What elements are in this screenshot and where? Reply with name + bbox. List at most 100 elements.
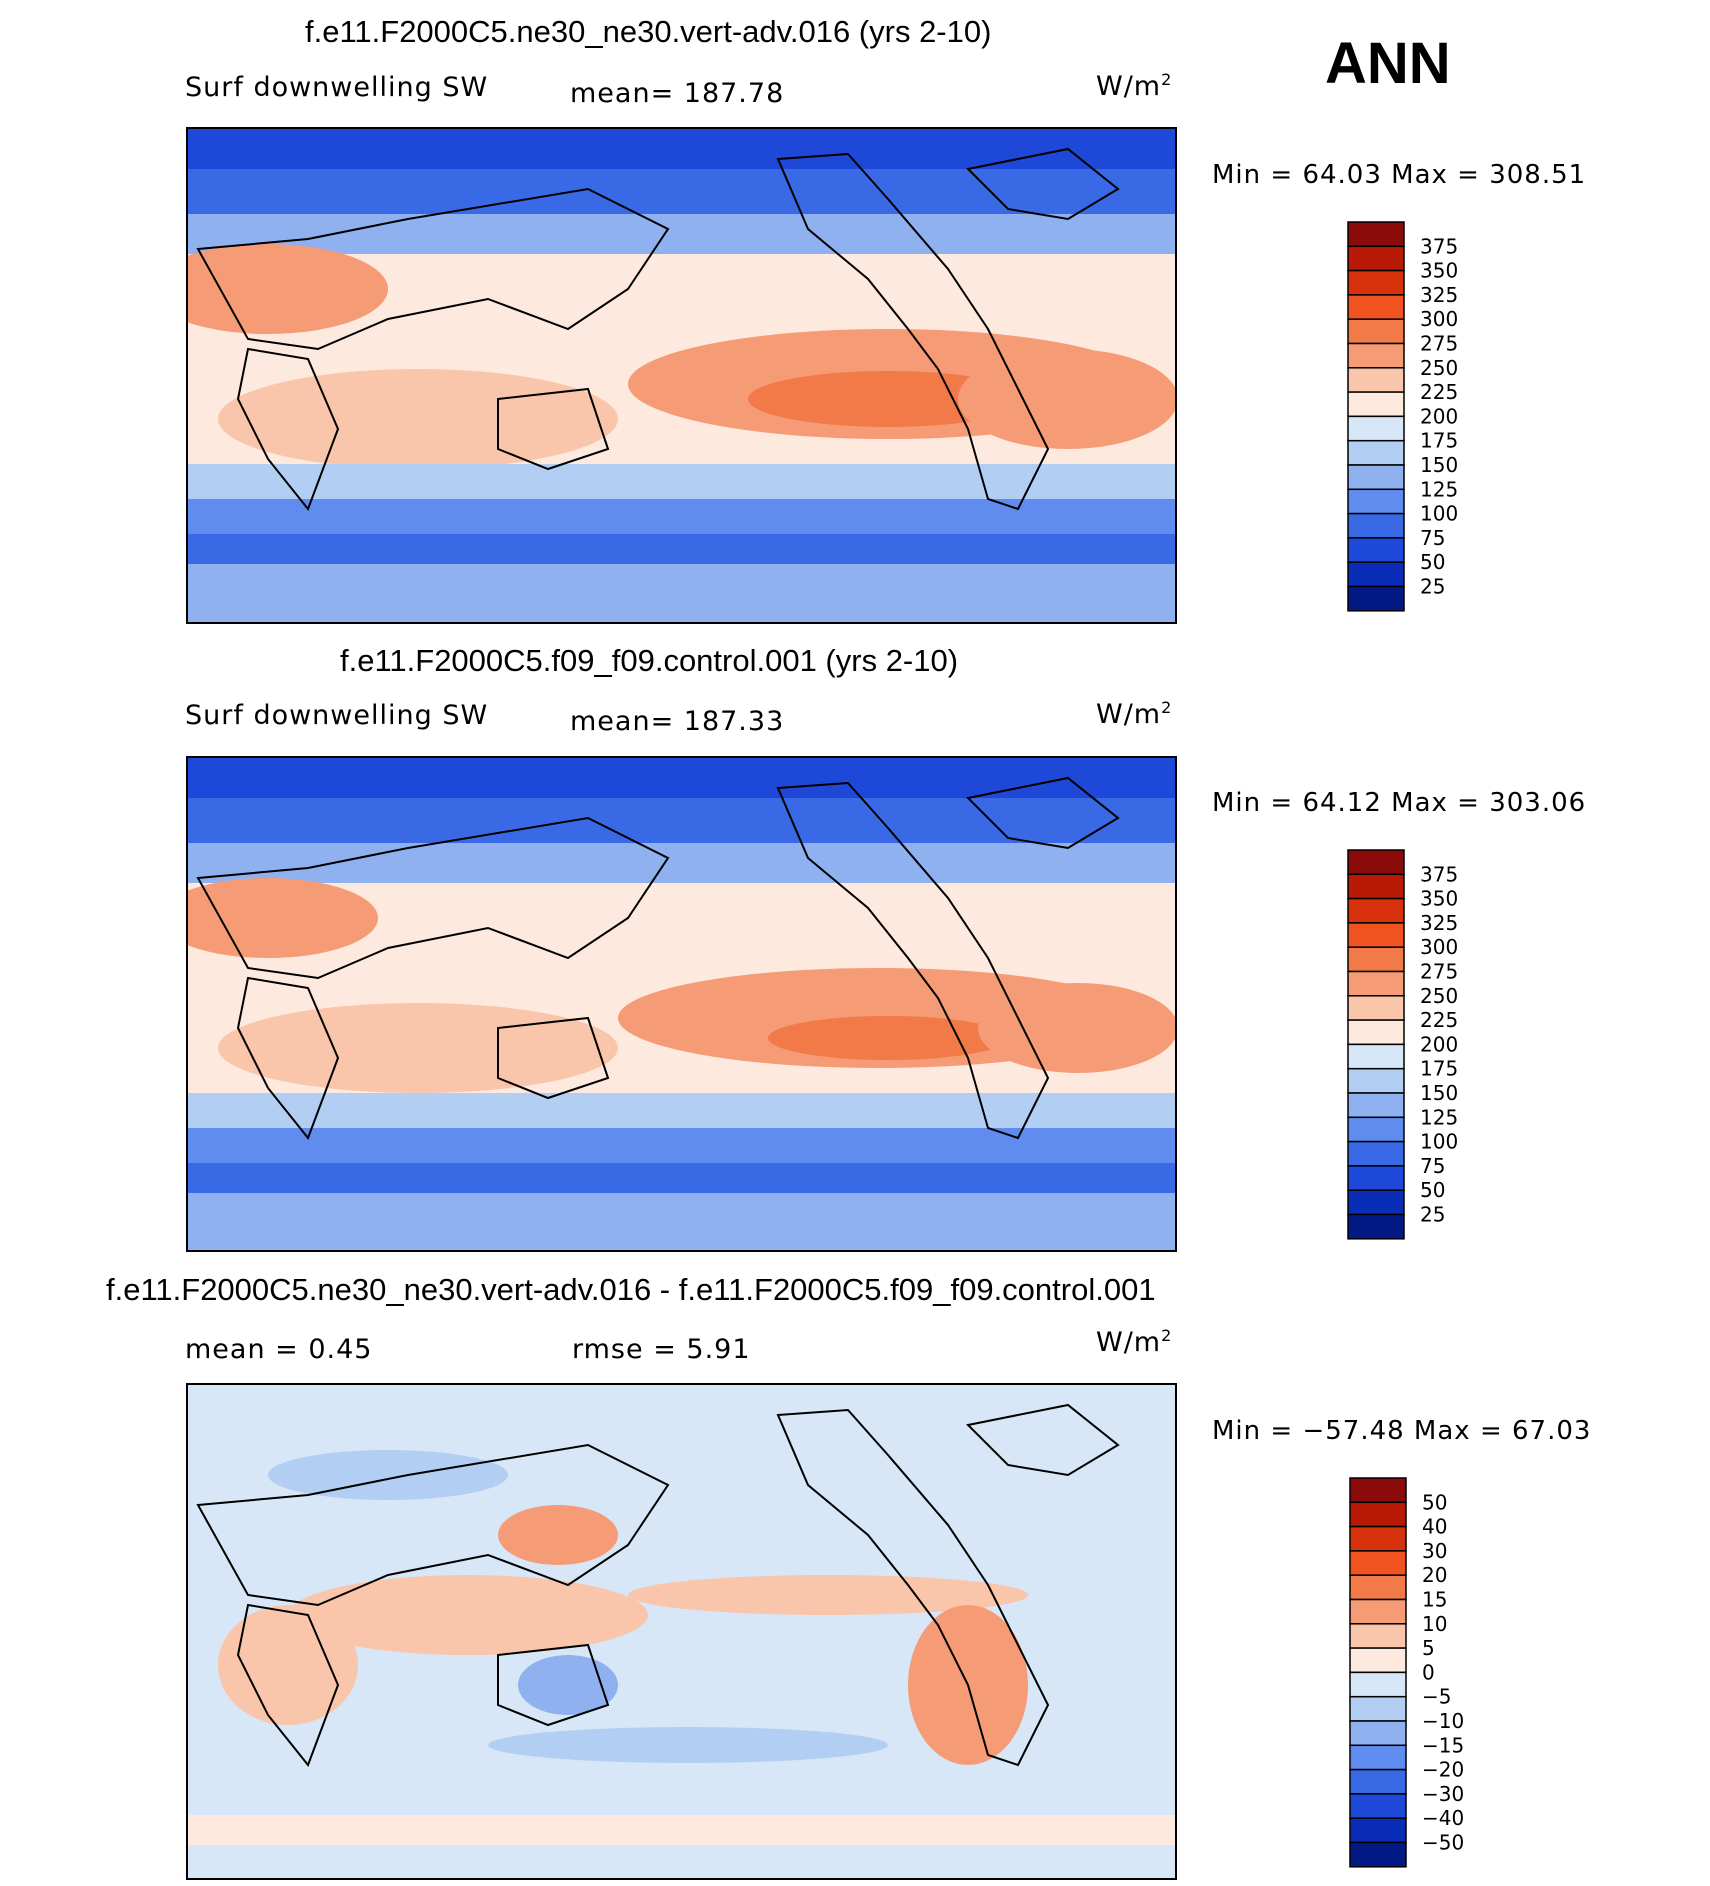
colorbar-box <box>1349 1647 1407 1674</box>
colorbar-tick-label: −50 <box>1422 1831 1464 1855</box>
colorbar-box <box>1347 897 1405 924</box>
colorbar-box <box>1347 512 1405 539</box>
colorbar-box <box>1347 1165 1405 1191</box>
colorbar-tick-label: 175 <box>1420 429 1458 453</box>
colorbar-tick-label: 15 <box>1422 1588 1447 1612</box>
panel-3-unit-label: W/m2 <box>1096 1326 1173 1358</box>
colorbar-box <box>1349 1841 1407 1868</box>
panel-2-colorbar-svg: 3753503253002752502252001751501251007550… <box>1347 849 1458 1240</box>
colorbar-box <box>1347 946 1405 973</box>
colorbar-tick-label: −30 <box>1422 1782 1464 1806</box>
colorbar-box <box>1349 1817 1407 1844</box>
colorbar-box <box>1347 1092 1405 1119</box>
colorbar-tick-label: 325 <box>1420 283 1458 307</box>
colorbar-tick-label: 200 <box>1420 1032 1458 1056</box>
colorbar-box <box>1349 1477 1407 1504</box>
colorbar-box <box>1349 1720 1407 1747</box>
colorbar-box <box>1347 1140 1405 1167</box>
colorbar-tick-label: 375 <box>1420 234 1458 258</box>
colorbar-tick-label: 30 <box>1422 1539 1447 1563</box>
colorbar-box <box>1347 367 1405 393</box>
colorbar-tick-label: 100 <box>1420 1130 1458 1154</box>
colorbar-box <box>1347 849 1405 876</box>
panel-3-map <box>186 1383 1177 1880</box>
colorbar-box <box>1347 995 1405 1021</box>
colorbar-box <box>1347 1189 1405 1216</box>
colorbar-box <box>1347 342 1405 369</box>
colorbar-box <box>1347 873 1405 900</box>
colorbar-tick-label: 325 <box>1420 911 1458 935</box>
colorbar-tick-label: 350 <box>1420 887 1458 911</box>
colorbar-box <box>1347 1213 1405 1240</box>
colorbar-tick-label: 25 <box>1420 1203 1445 1227</box>
panel-2-variable-label: Surf downwelling SW <box>185 700 489 731</box>
colorbar-tick-label: −5 <box>1422 1685 1451 1709</box>
colorbar-box <box>1349 1793 1407 1819</box>
panel-2-colorbar: 375 350 325 300 275 250 225 200 175 150 125 100 75 50… <box>1347 849 1488 1240</box>
panel-2-title: f.e11.F2000C5.f09_f09.control.001 (yrs 2… <box>340 643 959 678</box>
colorbar-tick-label: −10 <box>1422 1709 1464 1733</box>
colorbar-box <box>1347 1019 1405 1046</box>
colorbar-tick-label: 5 <box>1422 1636 1435 1660</box>
colorbar-box <box>1347 221 1405 248</box>
panel-3-rmse-label: rmse = 5.91 <box>572 1334 751 1365</box>
colorbar-tick-label: 75 <box>1420 526 1445 550</box>
colorbar-tick-label: 300 <box>1420 935 1458 959</box>
panel-1-variable-label: Surf downwelling SW <box>185 72 489 103</box>
colorbar-box <box>1347 415 1405 442</box>
colorbar-tick-label: 50 <box>1420 550 1445 574</box>
colorbar-box <box>1347 970 1405 997</box>
colorbar-box <box>1349 1550 1407 1576</box>
colorbar-tick-label: −15 <box>1422 1733 1464 1757</box>
colorbar-box <box>1347 537 1405 563</box>
colorbar-tick-label: 150 <box>1420 453 1458 477</box>
colorbar-box <box>1349 1525 1407 1552</box>
colorbar-tick-label: 250 <box>1420 356 1458 380</box>
colorbar-tick-label: 300 <box>1420 307 1458 331</box>
panel-1-colorbar: 375 350 325 300 275 250 225 200 175 150 125 100 75 50… <box>1347 221 1488 612</box>
colorbar-tick-label: 40 <box>1422 1515 1447 1539</box>
panel-3-title: f.e11.F2000C5.ne30_ne30.vert-adv.016 - f… <box>106 1272 1156 1307</box>
panel-2-unit-label: W/m2 <box>1096 698 1173 730</box>
colorbar-tick-label: 200 <box>1420 404 1458 428</box>
colorbar-tick-label: 150 <box>1420 1081 1458 1105</box>
colorbar-box <box>1349 1623 1407 1649</box>
colorbar-tick-label: 50 <box>1420 1178 1445 1202</box>
panel-3-min-max: Min = −57.48 Max = 67.03 <box>1212 1416 1592 1446</box>
colorbar-box <box>1347 1116 1405 1143</box>
colorbar-box <box>1347 269 1405 296</box>
colorbar-box <box>1349 1695 1407 1722</box>
colorbar-tick-label: 350 <box>1420 259 1458 283</box>
colorbar-box <box>1347 1043 1405 1070</box>
colorbar-box <box>1349 1671 1407 1698</box>
colorbar-box <box>1347 294 1405 320</box>
colorbar-box <box>1347 585 1405 612</box>
colorbar-box <box>1347 245 1405 272</box>
colorbar-tick-label: 10 <box>1422 1612 1447 1636</box>
panel-2-min-max: Min = 64.12 Max = 303.06 <box>1212 788 1587 818</box>
panel-3-mean-label: mean = 0.45 <box>185 1334 373 1365</box>
panel-1-mean-label: mean= 187.78 <box>570 78 785 109</box>
panel-1-min-max: Min = 64.03 Max = 308.51 <box>1212 160 1587 190</box>
colorbar-box <box>1347 464 1405 491</box>
colorbar-box <box>1347 922 1405 948</box>
colorbar-tick-label: 75 <box>1420 1154 1445 1178</box>
colorbar-tick-label: 125 <box>1420 1105 1458 1129</box>
colorbar-box <box>1347 391 1405 418</box>
colorbar-tick-label: 275 <box>1420 960 1458 984</box>
colorbar-tick-label: 25 <box>1420 575 1445 599</box>
colorbar-tick-label: 175 <box>1420 1057 1458 1081</box>
colorbar-box <box>1349 1744 1407 1771</box>
colorbar-box <box>1347 439 1405 466</box>
colorbar-tick-label: 125 <box>1420 477 1458 501</box>
colorbar-tick-label: −40 <box>1422 1806 1464 1830</box>
colorbar-box <box>1347 561 1405 588</box>
panel-1-colorbar-svg: 3753503253002752502252001751501251007550… <box>1347 221 1458 612</box>
colorbar-box <box>1349 1598 1407 1625</box>
panel-1-map <box>186 127 1177 624</box>
colorbar-tick-label: 225 <box>1420 1008 1458 1032</box>
colorbar-box <box>1349 1501 1407 1528</box>
colorbar-tick-label: −20 <box>1422 1758 1464 1782</box>
panel-2-map <box>186 756 1177 1252</box>
